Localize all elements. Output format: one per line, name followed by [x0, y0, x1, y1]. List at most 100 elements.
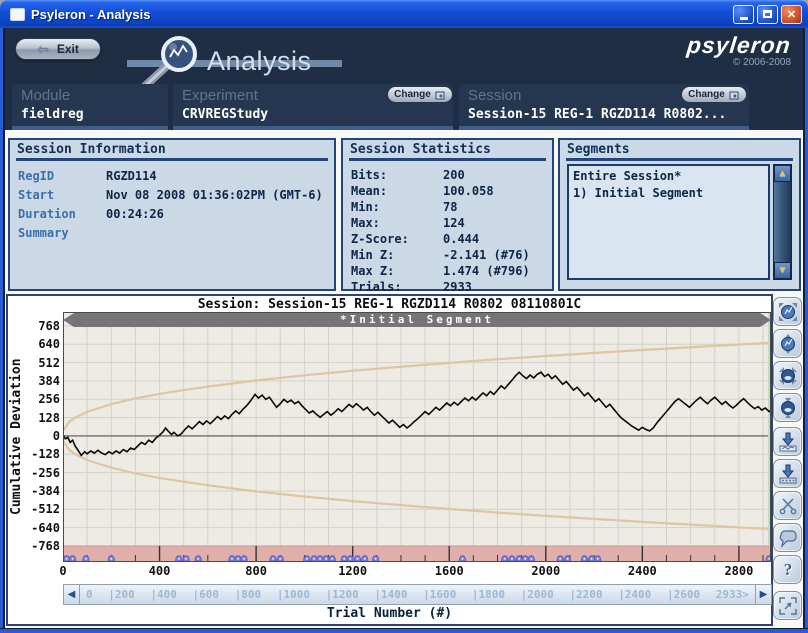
scroll-tick-label: |600: [192, 588, 220, 601]
plot-background: [63, 312, 771, 562]
stat-row: Max: 124: [343, 215, 552, 231]
cut-segment-button[interactable]: [773, 491, 802, 520]
exit-button[interactable]: ⇦ Exit: [15, 38, 101, 60]
export-data-button[interactable]: [773, 459, 802, 488]
y-tick-label: 512: [38, 355, 60, 370]
envelope-lower: [62, 441, 772, 531]
scroll-tick-label: |1600: [423, 588, 457, 601]
x-tick-label: 1200: [338, 564, 368, 578]
segments-panel: Segments Entire Session* 1) Initial Segme…: [558, 138, 801, 291]
svg-text:?: ?: [783, 560, 792, 579]
segments-listbox[interactable]: Entire Session* 1) Initial Segment: [567, 164, 770, 280]
scroll-up-button[interactable]: ▲: [774, 165, 791, 182]
change-folder-icon: [435, 91, 445, 99]
y-tick-label: 768: [38, 318, 60, 333]
maximize-button[interactable]: [757, 4, 778, 24]
chart-region: Session: Session-15 REG-1 RGZD114 R0802 …: [6, 294, 773, 626]
event-marker-dot: [71, 557, 74, 560]
comment-button[interactable]: [773, 523, 802, 552]
change-folder-icon: [729, 91, 739, 99]
info-label: RegID: [18, 169, 55, 183]
minimize-button[interactable]: [733, 4, 754, 24]
info-row: RegID RGZD114: [10, 167, 334, 186]
analysis-magnifier-icon: [141, 36, 197, 90]
event-marker-dot: [356, 557, 359, 560]
stat-value: 200: [443, 168, 465, 182]
zoom-out-vertical-button[interactable]: [773, 393, 802, 422]
segment-item[interactable]: Entire Session*: [573, 169, 682, 183]
segments-scrollbar[interactable]: ▲ ▼: [773, 164, 792, 280]
segment-item[interactable]: 1) Initial Segment: [573, 186, 704, 200]
scroll-tick-label: 2933>: [715, 588, 749, 601]
event-marker-dot: [305, 557, 308, 560]
stat-label: Min:: [351, 200, 380, 214]
stat-value: 2933: [443, 280, 472, 294]
y-tick-label: 384: [38, 373, 60, 388]
close-button[interactable]: ✕: [781, 4, 802, 24]
back-arrow-icon: ⇦: [37, 41, 49, 57]
stat-row: Min: 78: [343, 199, 552, 215]
session-change-label: Change: [688, 89, 725, 100]
session-change-button[interactable]: Change: [681, 86, 747, 103]
module-label: Module: [21, 87, 71, 104]
question-mark-icon: ? ?: [783, 560, 793, 580]
segments-title: Segments: [567, 142, 630, 157]
zoom-in-vertical-button[interactable]: [773, 329, 802, 358]
info-value: Nov 08 2008 01:36:02PM (GMT-6): [106, 188, 323, 202]
event-marker-dot: [279, 557, 282, 560]
zoom-in-vertical-icon: [780, 333, 795, 354]
event-marker-dot: [65, 557, 68, 560]
x-tick-label: 2000: [531, 564, 561, 578]
speech-bubble-icon: [779, 529, 797, 548]
window-title: Psyleron - Analysis: [31, 6, 151, 22]
scroll-tick-label: |400: [150, 588, 177, 601]
x-axis-label: Trial Number (#): [326, 606, 453, 621]
event-marker-dot: [583, 557, 586, 560]
event-marker-dot: [566, 557, 569, 560]
experiment-value: CRVREGStudy: [182, 107, 269, 122]
trial-scrollbar[interactable]: ◀ 0 |200 |400 |600 |800 |1000 |1200 |1400 |1600 |…: [63, 584, 772, 605]
event-marker-dot: [177, 557, 180, 560]
fullscreen-button[interactable]: [773, 591, 802, 620]
stat-value: 124: [443, 216, 465, 230]
scroll-left-button[interactable]: ◀: [64, 585, 80, 604]
event-marker-dot: [272, 557, 274, 560]
event-marker-dot: [185, 557, 188, 560]
session-label: Session: [468, 87, 522, 104]
y-tick-label: -768: [31, 538, 60, 553]
event-marker-dot: [363, 557, 366, 560]
scroll-tick-label: |2600: [666, 588, 701, 601]
chart-title: Session: Session-15 REG-1 RGZD114 R0802 …: [197, 297, 582, 312]
zoom-out-horizontal-button[interactable]: [773, 361, 802, 390]
event-marker-dot: [374, 557, 377, 560]
experiment-change-label: Change: [394, 89, 431, 100]
event-marker-dot: [503, 557, 506, 560]
scroll-tick-label: |1400: [374, 588, 408, 601]
scroll-right-button[interactable]: ▶: [755, 585, 771, 604]
window-frame-bottom: [0, 628, 808, 633]
y-axis-ticks: 768 640 512 384 256 128 0 -128 -256 -384 -512 -640 -…: [26, 312, 60, 562]
stat-label: Mean:: [351, 184, 388, 198]
scroll-down-button[interactable]: ▼: [774, 262, 791, 279]
stat-label: Max Z:: [351, 264, 395, 278]
session-stats-panel: Session Statistics Bits: 200 Mean: 100.058 M…: [341, 138, 554, 294]
stat-label: Z-Score:: [351, 232, 409, 246]
zoom-out-horizontal-icon: [778, 366, 797, 385]
y-tick-label: 256: [38, 392, 60, 407]
deviation-plot[interactable]: [62, 312, 773, 562]
y-axis-label: Cumulative Deviation: [9, 358, 24, 516]
experiment-change-button[interactable]: Change: [387, 86, 453, 103]
info-label: Start: [18, 188, 55, 202]
x-tick-label: 400: [148, 564, 171, 578]
help-button[interactable]: ? ?: [773, 555, 802, 584]
export-image-button[interactable]: [773, 427, 802, 456]
stat-value: 1.474 (#796): [443, 264, 530, 278]
plot-border: [63, 312, 771, 562]
segment-band[interactable]: *Initial Segment: [63, 313, 771, 327]
experiment-field: Experiment CRVREGStudy: [173, 84, 453, 130]
maximize-icon: [763, 10, 772, 18]
x-tick-label: 2400: [627, 564, 657, 578]
event-marker-dot: [511, 557, 513, 560]
zoom-in-horizontal-button[interactable]: [773, 297, 802, 326]
stat-row: Z-Score: 0.444: [343, 231, 552, 247]
